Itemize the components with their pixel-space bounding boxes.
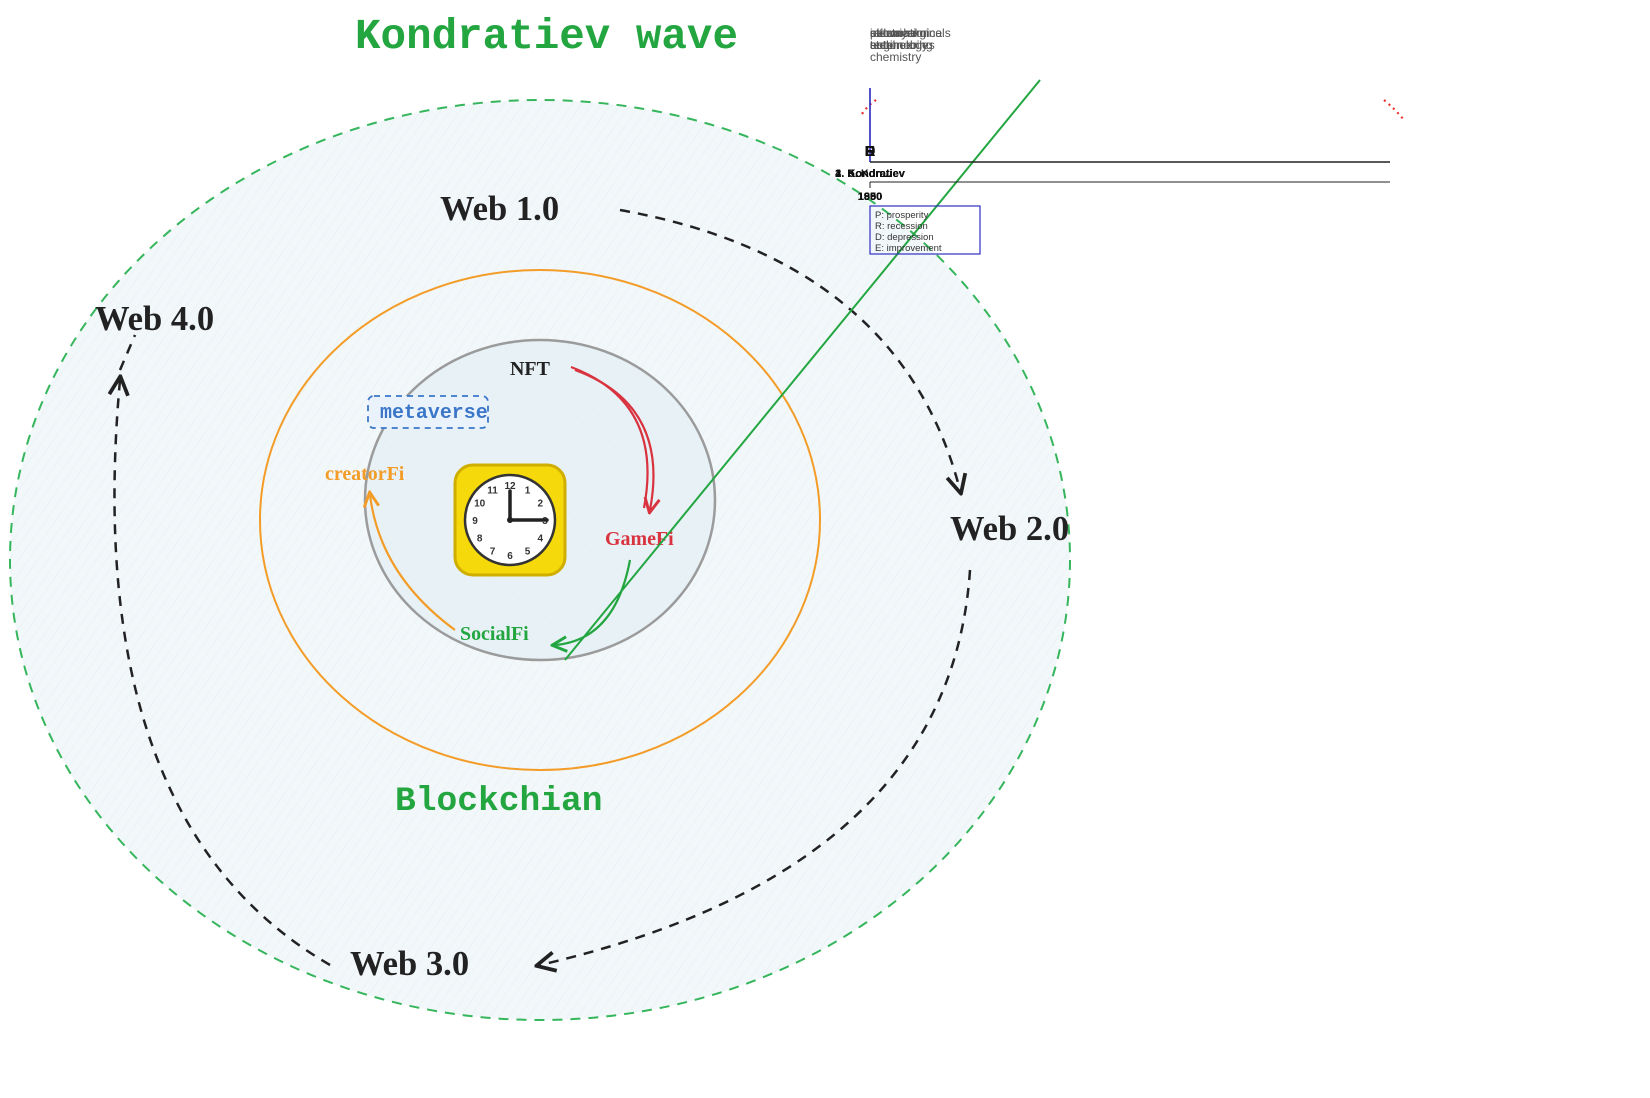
svg-text:5: 5 (525, 546, 531, 557)
svg-text:1990: 1990 (858, 191, 882, 203)
kondratiev-chart: steam enginecottonrailwaysteelelectrical… (835, 26, 1404, 254)
svg-text:10: 10 (474, 499, 486, 510)
blockchain-label: Blockchian (395, 782, 603, 821)
svg-text:D: depression: D: depression (875, 232, 934, 243)
svg-text:P: prosperity: P: prosperity (875, 210, 929, 221)
svg-text:9: 9 (472, 516, 478, 527)
web3-label: Web 3.0 (350, 945, 469, 983)
svg-text:2: 2 (538, 499, 544, 510)
svg-text:7: 7 (490, 546, 496, 557)
svg-text:E: E (865, 143, 875, 160)
web4-label: Web 4.0 (95, 300, 214, 338)
web2-label: Web 2.0 (950, 510, 1069, 548)
nft-label: NFT (510, 358, 550, 380)
web1-label: Web 1.0 (440, 190, 559, 228)
clock-icon: 121234567891011 (455, 465, 565, 575)
svg-text:8: 8 (477, 534, 483, 545)
svg-text:chemistry: chemistry (870, 50, 921, 64)
svg-text:5. Kon...: 5. Kon... (849, 168, 892, 180)
svg-text:technology: technology (870, 38, 928, 52)
svg-text:11: 11 (487, 486, 498, 497)
metaverse-label: metaverse (380, 401, 488, 424)
creatorfi-label: creatorFi (325, 463, 405, 485)
svg-text:1: 1 (525, 486, 531, 497)
svg-text:6: 6 (507, 551, 513, 562)
diagram-canvas: Kondratiev wave Web 1.0 Web 2.0 Web 3.0 … (0, 0, 1650, 1098)
svg-text:4: 4 (538, 534, 544, 545)
socialfi-label: SocialFi (460, 623, 529, 645)
svg-text:E: improvement: E: improvement (875, 243, 942, 254)
svg-text:R: recession: R: recession (875, 221, 928, 232)
title-text: Kondratiev wave (355, 13, 738, 61)
